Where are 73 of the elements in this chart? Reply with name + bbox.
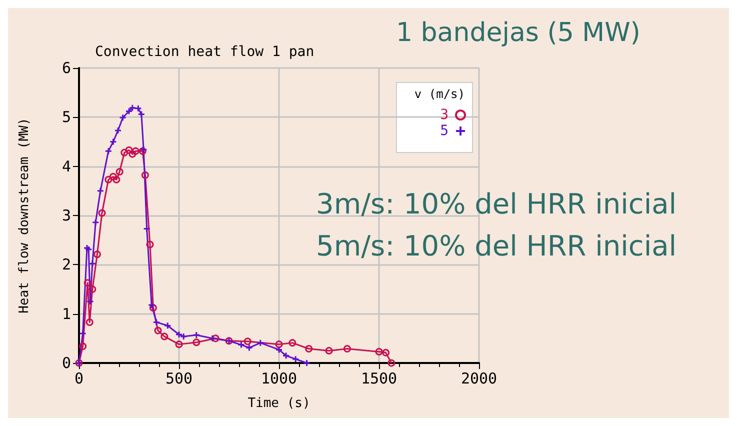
x-tick-label: 500 <box>165 370 193 388</box>
point <box>375 348 383 356</box>
point <box>192 331 200 339</box>
point <box>132 147 140 155</box>
point <box>128 150 136 158</box>
point <box>109 172 117 180</box>
point <box>148 301 156 309</box>
point <box>343 344 351 352</box>
text: 1 bandejas (5 MW) <box>396 18 640 48</box>
point <box>119 114 127 122</box>
point <box>88 286 96 293</box>
point <box>208 334 216 342</box>
point <box>88 260 96 268</box>
point <box>146 240 154 248</box>
point <box>164 322 172 330</box>
point <box>325 346 333 354</box>
y-axis-title: Heat flow downstream (MW) <box>17 118 32 314</box>
point <box>152 318 160 326</box>
point <box>109 138 117 146</box>
point <box>125 146 133 154</box>
point <box>237 341 245 349</box>
point <box>282 352 290 360</box>
point <box>114 126 122 134</box>
point <box>256 339 264 347</box>
annotation: 3m/s: 10% del HRR inicial <box>316 188 677 220</box>
point <box>245 344 253 352</box>
y-tick-label: 1 <box>62 304 71 323</box>
point <box>92 218 100 226</box>
point <box>120 148 128 156</box>
point <box>141 171 149 179</box>
point <box>175 340 183 348</box>
point <box>96 187 104 195</box>
point <box>275 346 283 354</box>
point <box>93 250 101 258</box>
point <box>160 332 168 340</box>
point <box>292 355 300 363</box>
point <box>79 330 87 338</box>
point <box>192 338 200 346</box>
legend-label: 3 <box>440 107 448 123</box>
point <box>98 209 106 217</box>
y-tick-label: 6 <box>62 59 71 77</box>
point <box>84 279 92 287</box>
point <box>275 340 283 348</box>
point <box>305 344 313 352</box>
point <box>244 338 252 346</box>
y-tick-label: 4 <box>62 157 71 176</box>
x-tick-label: 1500 <box>360 370 398 388</box>
legend-title: v (m/s) <box>414 87 466 101</box>
point <box>154 326 162 334</box>
chart-title: Convection heat flow 1 pan <box>95 44 314 60</box>
point <box>104 176 112 184</box>
legend-label: 5 <box>440 123 448 139</box>
point <box>79 342 87 350</box>
y-tick-label: 2 <box>62 256 71 274</box>
point <box>116 168 124 176</box>
point <box>382 348 390 356</box>
point <box>104 147 112 155</box>
point <box>143 225 151 233</box>
x-tick-label: 1000 <box>260 370 298 388</box>
x-tick-label: 2000 <box>460 370 498 388</box>
y-tick-label: 5 <box>62 108 71 126</box>
annotation: 5m/s: 10% del HRR inicial <box>316 230 677 262</box>
point <box>125 108 133 116</box>
y-tick-label: 3 <box>62 206 71 224</box>
x-tick-label: 0 <box>74 370 84 388</box>
point <box>128 104 136 112</box>
point <box>288 339 296 347</box>
point <box>149 304 157 312</box>
point <box>86 318 94 326</box>
y-tick-label: 0 <box>62 354 71 372</box>
point <box>112 176 120 184</box>
x-axis-title: Time (s) <box>248 396 310 411</box>
point <box>86 298 94 306</box>
